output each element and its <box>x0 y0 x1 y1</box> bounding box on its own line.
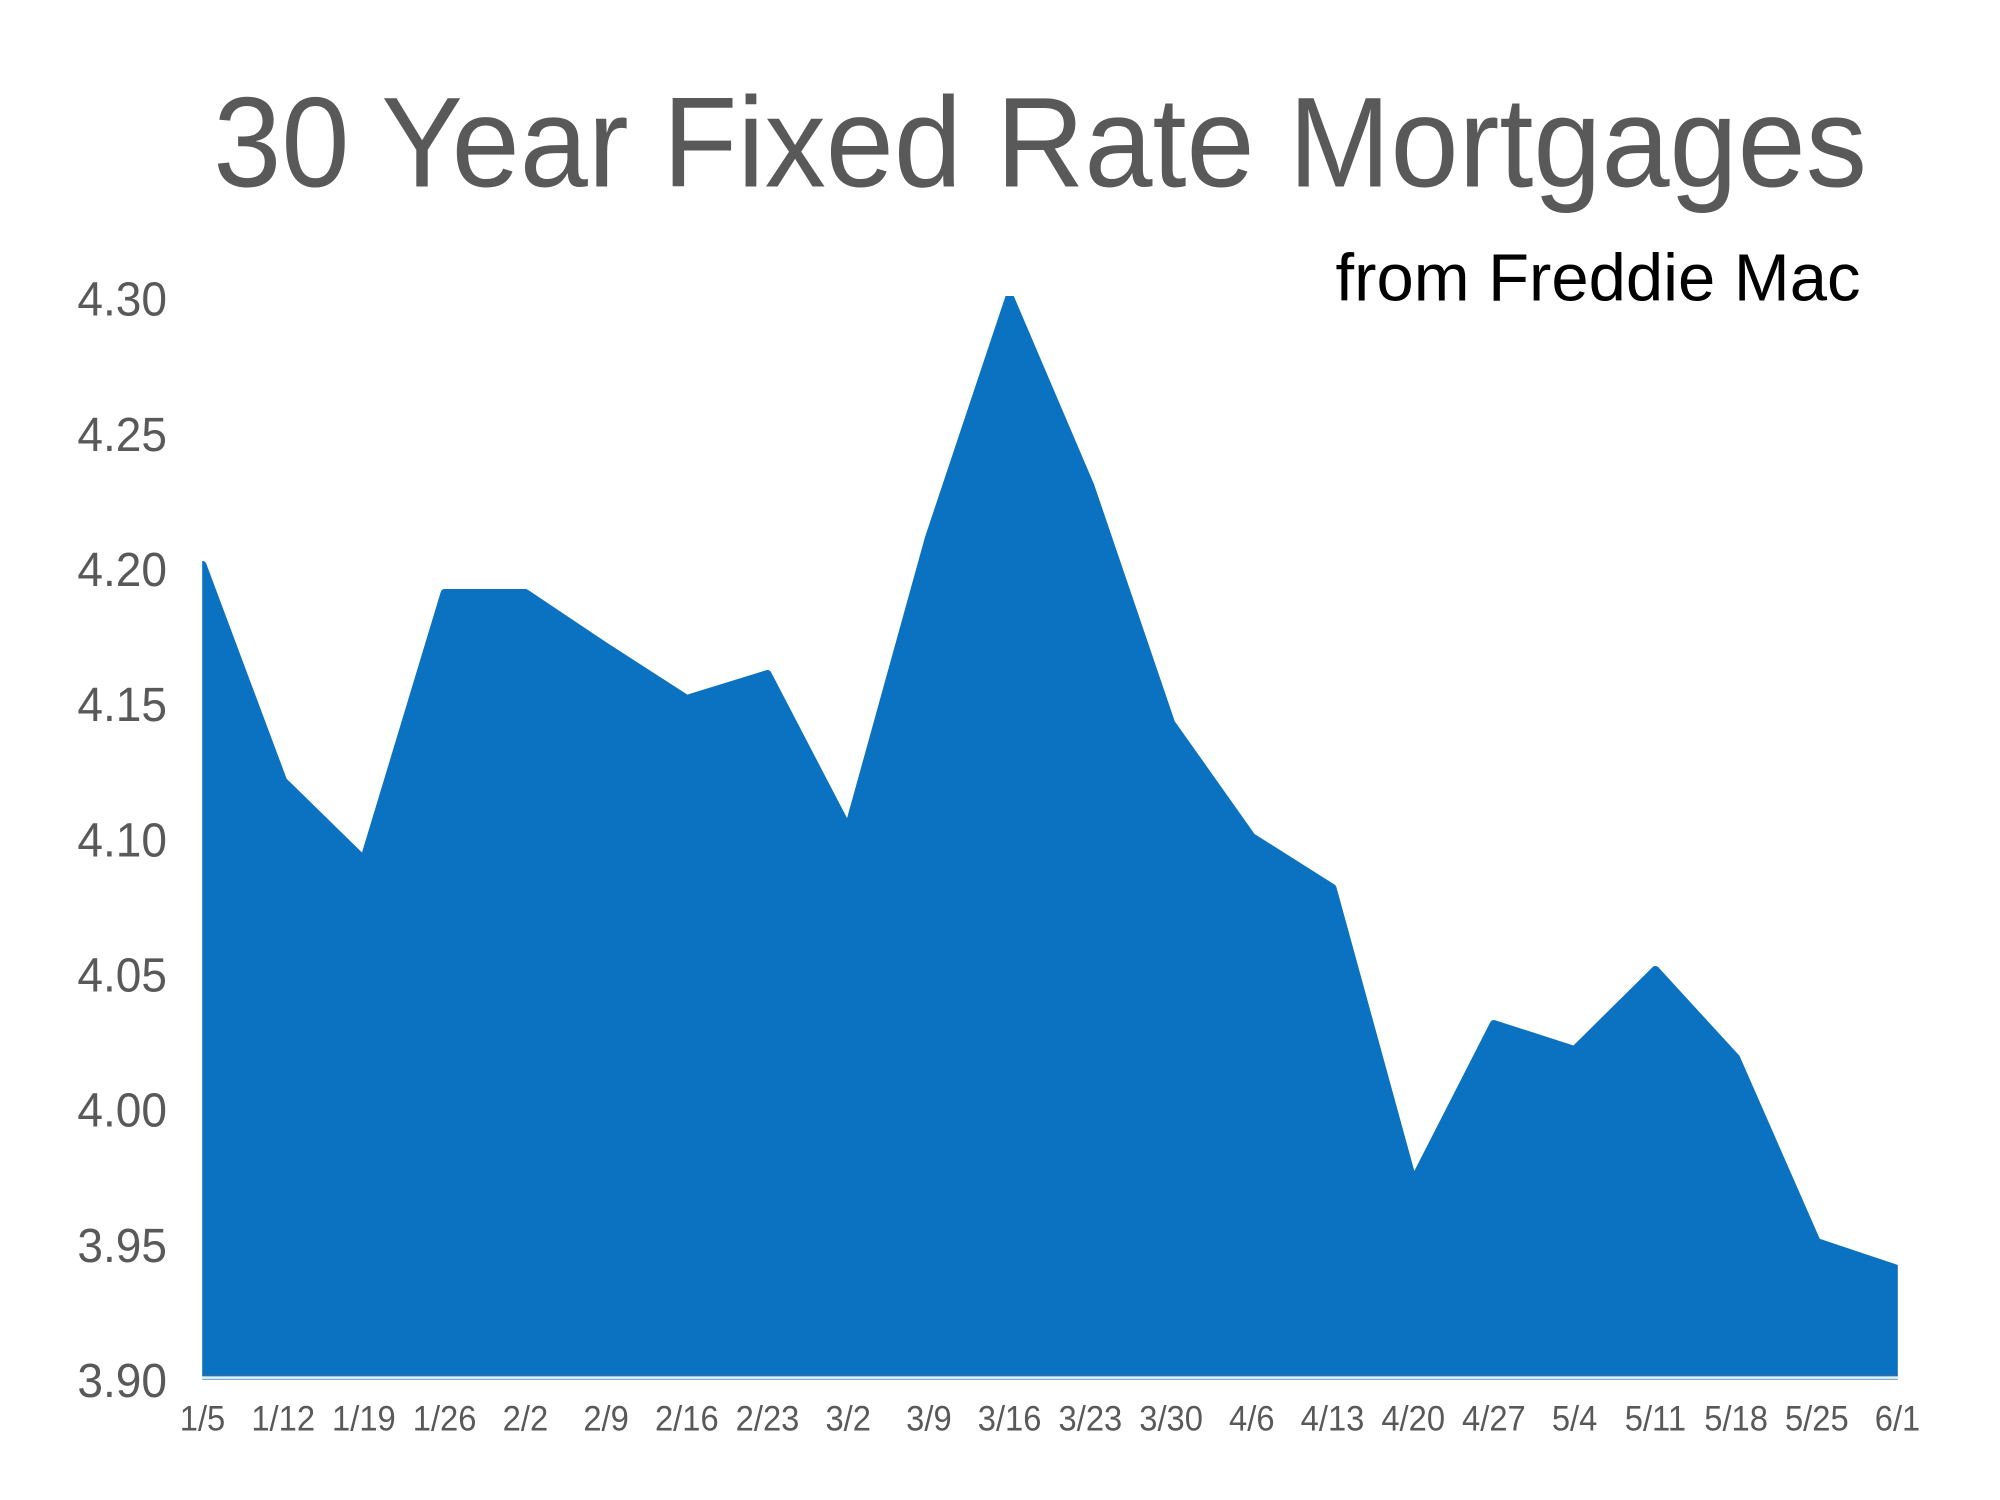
svg-text:4.20: 4.20 <box>77 542 167 596</box>
svg-text:2/16: 2/16 <box>655 1399 719 1438</box>
svg-text:3/16: 3/16 <box>978 1399 1042 1438</box>
svg-text:1/5: 1/5 <box>180 1399 226 1438</box>
svg-text:2/9: 2/9 <box>583 1399 629 1438</box>
svg-text:3/23: 3/23 <box>1059 1399 1123 1438</box>
svg-text:2/2: 2/2 <box>503 1399 549 1438</box>
svg-text:3/2: 3/2 <box>825 1399 871 1438</box>
svg-text:1/12: 1/12 <box>251 1399 315 1438</box>
svg-text:4/27: 4/27 <box>1462 1399 1526 1438</box>
svg-text:4.00: 4.00 <box>77 1083 167 1137</box>
svg-text:4.25: 4.25 <box>77 407 167 461</box>
svg-text:5/25: 5/25 <box>1785 1399 1849 1438</box>
svg-text:4/13: 4/13 <box>1301 1399 1365 1438</box>
svg-text:2/23: 2/23 <box>736 1399 800 1438</box>
svg-text:30 Year Fixed Rate Mortgages: 30 Year Fixed Rate Mortgages <box>213 71 1867 214</box>
svg-text:4.30: 4.30 <box>77 272 167 326</box>
svg-text:5/11: 5/11 <box>1625 1399 1686 1438</box>
svg-text:3.95: 3.95 <box>77 1218 167 1272</box>
svg-text:1/19: 1/19 <box>332 1399 396 1438</box>
svg-text:6/1: 6/1 <box>1875 1399 1921 1438</box>
svg-text:4/6: 4/6 <box>1229 1399 1275 1438</box>
svg-text:3/9: 3/9 <box>906 1399 952 1438</box>
svg-text:1/26: 1/26 <box>413 1399 477 1438</box>
svg-text:4/20: 4/20 <box>1381 1399 1445 1438</box>
svg-text:5/4: 5/4 <box>1552 1399 1598 1438</box>
svg-text:3.90: 3.90 <box>77 1353 167 1407</box>
svg-text:4.15: 4.15 <box>77 677 167 731</box>
svg-text:from Freddie Mac: from Freddie Mac <box>1336 241 1861 316</box>
svg-text:4.10: 4.10 <box>77 812 167 866</box>
svg-text:4.05: 4.05 <box>77 948 167 1002</box>
svg-text:5/18: 5/18 <box>1704 1399 1768 1438</box>
svg-text:3/30: 3/30 <box>1139 1399 1203 1438</box>
